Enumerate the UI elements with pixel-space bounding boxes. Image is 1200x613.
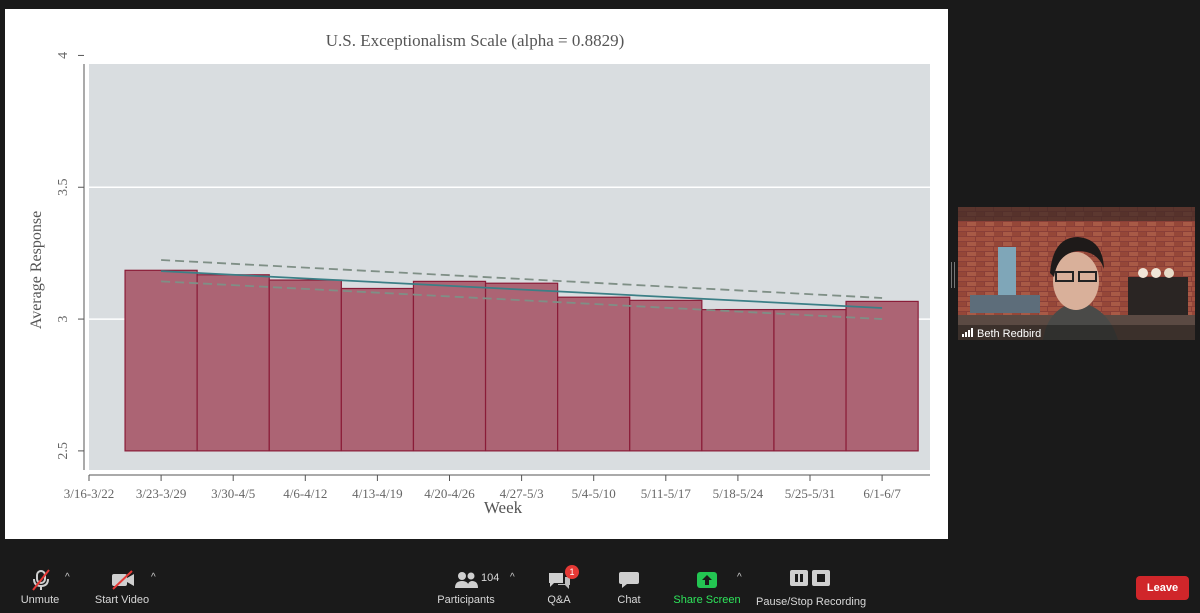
x-axis-label: Week xyxy=(484,498,523,517)
bar-3/23-3/29 xyxy=(124,269,198,452)
participants-options-chevron-icon[interactable]: ^ xyxy=(510,572,515,583)
ci-lower-line xyxy=(161,280,883,320)
shared-screen: 2.5 3 3.5 4 3/16-3/22 3/23-3/29 3/30-4/5 4/6-4/… xyxy=(5,9,948,539)
start-video-label: Start Video xyxy=(94,594,150,606)
signal-strength-icon xyxy=(962,328,973,337)
stop-icon xyxy=(812,570,830,586)
unmute-label: Unmute xyxy=(20,594,60,606)
y-axis-label: Average Response xyxy=(28,211,45,329)
participant-name: Beth Redbird xyxy=(977,328,1041,340)
qa-badge: 1 xyxy=(565,565,579,579)
x-tick-label: 3/23-3/29 xyxy=(136,486,187,501)
bar-5/4-5/10 xyxy=(557,296,631,452)
pause-icon xyxy=(790,570,808,586)
bar-4/27-5/3 xyxy=(484,282,559,452)
fit-line xyxy=(161,270,883,309)
x-tick-label: 6/1-6/7 xyxy=(863,486,901,501)
bar-chart: 2.5 3 3.5 4 3/16-3/22 3/23-3/29 3/30-4/5 4/6-4/… xyxy=(28,31,930,517)
y-tick-label: 3 xyxy=(56,316,71,323)
x-tick-label: 5/11-5/17 xyxy=(641,486,692,501)
share-screen-icon xyxy=(697,572,717,588)
panel-resize-handle[interactable] xyxy=(951,262,955,288)
video-off-icon xyxy=(112,570,134,590)
bars xyxy=(124,269,919,452)
video-feed-image: Beth Redbird xyxy=(958,207,1195,340)
leave-button[interactable]: Leave xyxy=(1136,576,1189,600)
meeting-toolbar: Unmute ^ Start Video ^ 104 Participants … xyxy=(0,555,1200,613)
y-tick-label: 4 xyxy=(56,52,71,59)
pause-stop-recording-button[interactable]: Pause/Stop Recording xyxy=(756,555,867,613)
x-tick-label: 3/16-3/22 xyxy=(64,486,115,501)
participant-video[interactable]: Beth Redbird xyxy=(958,207,1195,340)
qa-label: Q&A xyxy=(547,594,571,606)
unmute-button[interactable]: Unmute xyxy=(14,555,66,613)
bar-4/20-4/26 xyxy=(412,280,487,452)
qa-chat-bubbles-icon xyxy=(549,573,570,589)
chat-button[interactable]: Chat xyxy=(610,555,648,613)
muted-microphone-icon xyxy=(32,569,50,591)
bar-6/1-6/7 xyxy=(845,300,919,452)
share-screen-button[interactable]: Share Screen xyxy=(672,555,742,613)
ci-upper-line xyxy=(161,259,883,299)
participants-count: 104 xyxy=(481,572,500,584)
participants-button[interactable]: 104 Participants xyxy=(434,555,500,613)
participants-label: Participants xyxy=(437,594,495,606)
x-tick-label: 4/27-5/3 xyxy=(500,486,544,501)
y-tick-label: 2.5 xyxy=(56,442,71,460)
x-tick-label: 5/4-5/10 xyxy=(572,486,616,501)
qa-button[interactable]: 1 Q&A xyxy=(538,555,580,613)
chat-bubble-icon xyxy=(619,572,639,588)
bar-5/18-5/24 xyxy=(701,308,775,452)
start-video-button[interactable]: Start Video xyxy=(90,555,154,613)
x-tick-label: 3/30-4/5 xyxy=(211,486,255,501)
audio-options-chevron-icon[interactable]: ^ xyxy=(65,572,70,583)
bar-5/11-5/17 xyxy=(629,299,703,452)
x-tick-label: 5/18-5/24 xyxy=(713,486,764,501)
fit-lines xyxy=(161,259,883,320)
bar-3/30-4/5 xyxy=(196,274,270,452)
y-tick-label: 3.5 xyxy=(56,179,71,197)
x-tick-label: 5/25-5/31 xyxy=(785,486,836,501)
share-options-chevron-icon[interactable]: ^ xyxy=(737,572,742,583)
recording-label: Pause/Stop Recording xyxy=(756,596,867,608)
x-tick-label: 4/6-4/12 xyxy=(283,486,327,501)
video-options-chevron-icon[interactable]: ^ xyxy=(151,572,156,583)
bar-5/25-5/31 xyxy=(773,308,847,452)
bar-4/6-4/12 xyxy=(268,279,342,452)
share-screen-label: Share Screen xyxy=(673,594,741,606)
participants-icon xyxy=(455,572,478,588)
chat-label: Chat xyxy=(617,594,641,606)
x-tick-label: 4/13-4/19 xyxy=(352,486,403,501)
axes: 2.5 3 3.5 4 3/16-3/22 3/23-3/29 3/30-4/5 4/6-4/… xyxy=(56,52,930,501)
bar-4/13-4/19 xyxy=(340,287,415,452)
x-tick-label: 4/20-4/26 xyxy=(424,486,475,501)
chart-title: U.S. Exceptionalism Scale (alpha = 0.882… xyxy=(326,31,625,50)
